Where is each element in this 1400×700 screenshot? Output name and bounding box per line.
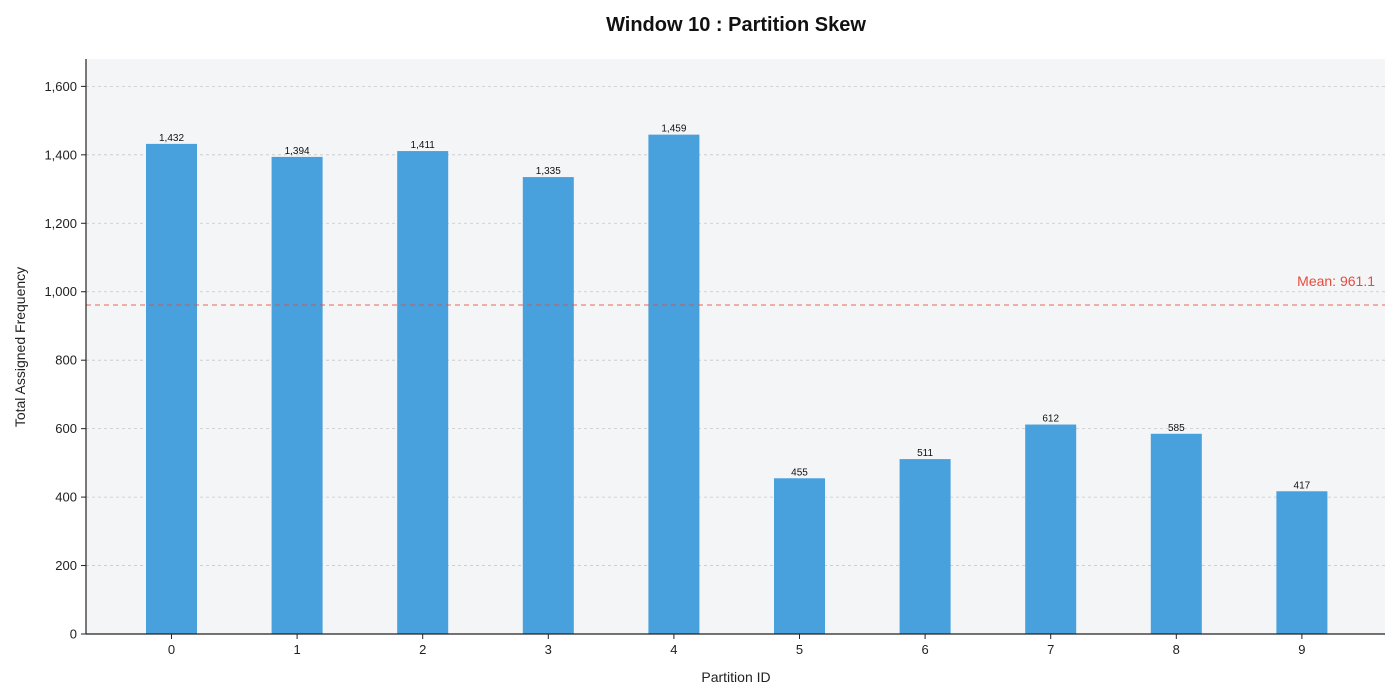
mean-line-group: Mean: 961.1 xyxy=(86,273,1385,306)
bars xyxy=(146,134,1328,634)
mean-label: Mean: 961.1 xyxy=(1297,273,1375,289)
x-tick-label: 9 xyxy=(1298,642,1305,657)
bar-partition-0 xyxy=(146,143,197,634)
x-tick-label: 1 xyxy=(293,642,300,657)
x-tick-label: 0 xyxy=(168,642,175,657)
x-tick-label: 4 xyxy=(670,642,677,657)
bar-partition-4 xyxy=(648,134,700,634)
y-tick-label: 1,600 xyxy=(44,79,77,94)
bar-value-label: 1,432 xyxy=(159,133,184,144)
bar-partition-5 xyxy=(774,478,825,634)
y-tick-label: 400 xyxy=(55,490,77,505)
bar-partition-9 xyxy=(1276,491,1328,634)
axes: 0 200 400 600 800 1,000 1,200 1,400 1,600 0 1 2 3 4 5 6… xyxy=(44,59,1385,657)
data-labels: 1,432 1,394 1,411 1,335 1,459 455 511 612 585 417 xyxy=(159,124,1311,492)
y-tick-label: 1,200 xyxy=(44,216,77,231)
bar-partition-8 xyxy=(1150,433,1202,634)
bar-partition-6 xyxy=(899,459,951,634)
y-tick-label: 1,400 xyxy=(44,147,77,162)
bar-partition-2 xyxy=(397,151,449,634)
bar-value-label: 1,459 xyxy=(661,124,686,135)
bar-value-label: 417 xyxy=(1294,480,1311,491)
bar-partition-1 xyxy=(271,156,323,634)
y-tick-label: 1,000 xyxy=(44,284,77,299)
x-tick-label: 2 xyxy=(419,642,426,657)
bar-value-label: 1,335 xyxy=(536,166,561,177)
y-tick-label: 800 xyxy=(55,353,77,368)
bar-value-label: 1,411 xyxy=(411,140,436,151)
y-tick-label: 600 xyxy=(55,421,77,436)
bar-partition-3 xyxy=(522,177,574,634)
bar-value-label: 612 xyxy=(1042,414,1059,425)
chart-title: Window 10 : Partition Skew xyxy=(606,14,866,36)
x-tick-label: 6 xyxy=(921,642,928,657)
bar-value-label: 585 xyxy=(1168,423,1185,434)
bar-partition-7 xyxy=(1025,424,1077,634)
x-axis-label: Partition ID xyxy=(701,669,770,685)
x-tick-label: 3 xyxy=(545,642,552,657)
x-tick-label: 5 xyxy=(796,642,803,657)
y-tick-label: 200 xyxy=(55,558,77,573)
x-tick-label: 7 xyxy=(1047,642,1054,657)
bar-value-label: 511 xyxy=(917,448,933,459)
bar-value-label: 1,394 xyxy=(285,146,310,157)
bar-value-label: 455 xyxy=(791,467,808,478)
y-axis-label: Total Assigned Frequency xyxy=(12,267,28,427)
y-tick-label: 0 xyxy=(70,627,77,642)
x-tick-label: 8 xyxy=(1173,642,1180,657)
